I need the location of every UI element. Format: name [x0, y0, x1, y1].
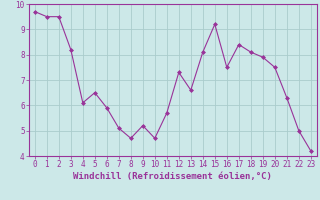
X-axis label: Windchill (Refroidissement éolien,°C): Windchill (Refroidissement éolien,°C) [73, 172, 272, 181]
